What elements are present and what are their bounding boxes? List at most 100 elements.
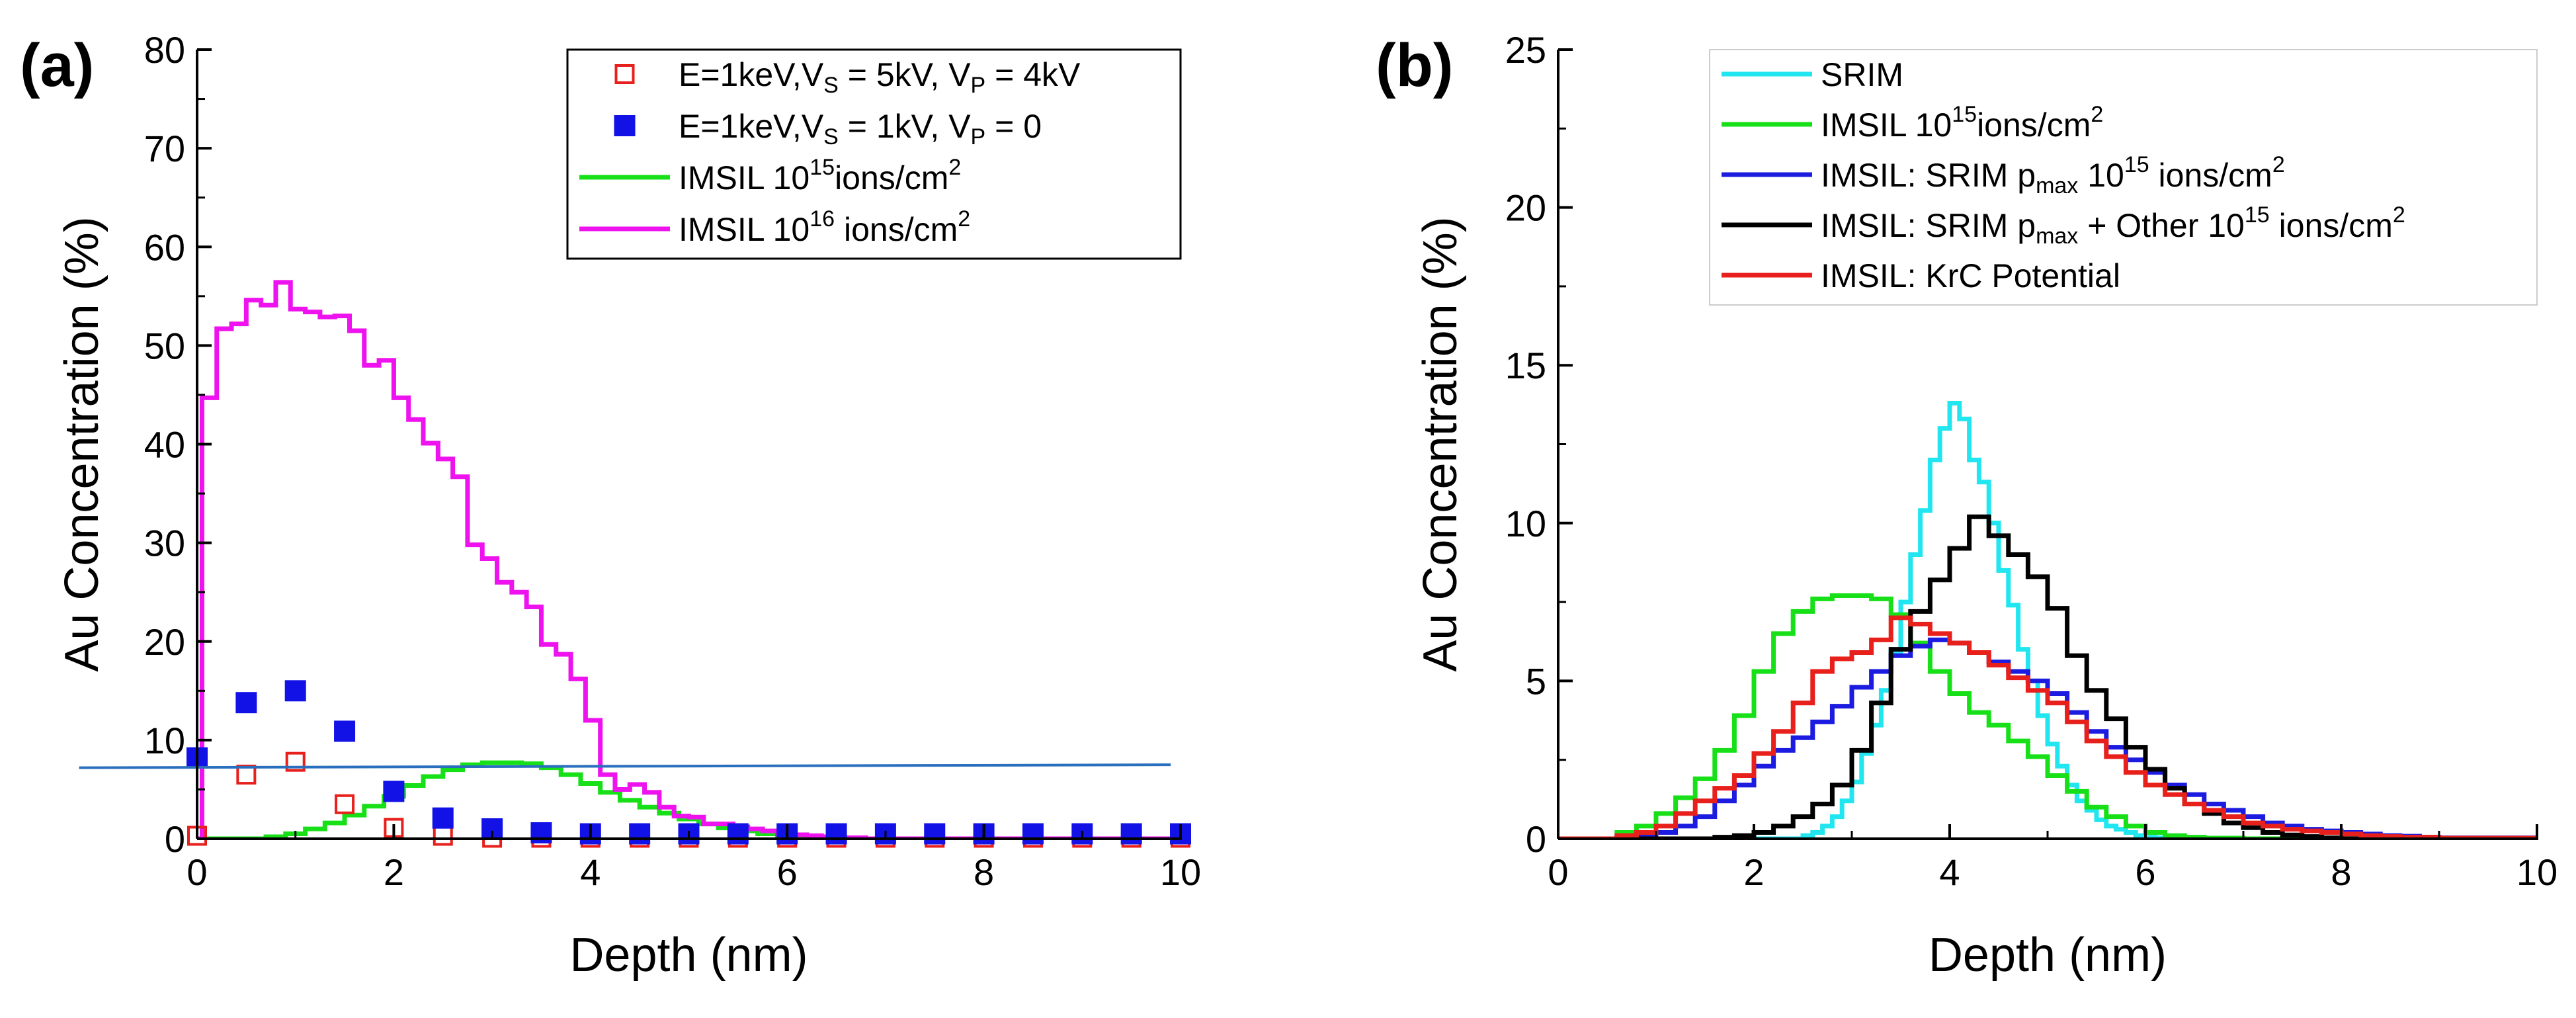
x-tick-label: 2 (384, 851, 404, 893)
legend-label-sub: S (823, 124, 839, 149)
series-2-marker (924, 823, 946, 845)
series-5-line (79, 763, 1171, 769)
legend-label-part: ions/cm (835, 159, 948, 196)
legend-label-part: 10 (2078, 157, 2124, 194)
series-4-step-line (1558, 514, 2537, 839)
series-2-marker (1120, 823, 1142, 845)
y-tick-label: 80 (144, 29, 185, 71)
x-axis-label: Depth (nm) (569, 929, 808, 982)
legend-label-sup: 2 (2272, 152, 2285, 177)
y-axis-label: Au Concentration (%) (56, 216, 108, 671)
legend-label-part: SRIM (1821, 56, 1903, 93)
panel-a: 0 2 4 6 8 10 0 10 20 30 40 50 60 70 80 Depth (nm) Au Con… (20, 29, 1201, 982)
series-2-marker (825, 823, 847, 845)
y-tick-label: 25 (1505, 29, 1546, 71)
panel-label: (b) (1376, 32, 1453, 99)
legend-label-part: IMSIL 10 (679, 159, 810, 196)
series-4-step-line (197, 280, 1181, 839)
series-1-step-line (1558, 400, 2537, 839)
y-tick-label: 20 (144, 621, 185, 663)
legend-label-part: = 5kV, V (839, 56, 971, 93)
x-tick-label: 4 (580, 851, 601, 893)
x-tick-label: 4 (1939, 851, 1960, 893)
legend-label-sub: max (2036, 173, 2078, 198)
legend-label: IMSIL: KrC Potential (1821, 257, 2120, 294)
series-2-marker (334, 720, 356, 742)
legend-label-part: ions/cm (835, 211, 958, 248)
legend-label-sup: 2 (948, 155, 961, 180)
x-tick-label: 10 (2516, 851, 2557, 893)
y-tick-label: 5 (1526, 660, 1546, 702)
legend-label-sup: 2 (2393, 202, 2405, 228)
series-2-marker (235, 692, 257, 714)
legend-label-part: + Other 10 (2078, 207, 2245, 244)
x-tick-label: 8 (2331, 851, 2351, 893)
legend-label: E=1keV,VS = 5kV, VP = 4kV (679, 56, 1081, 98)
y-tick-label: 20 (1505, 187, 1546, 229)
series-5-step-line (1558, 615, 2537, 839)
y-tick-label: 0 (1526, 818, 1546, 860)
legend-label-sub: P (971, 73, 986, 98)
y-tick-label: 50 (144, 325, 185, 366)
series-2-marker (727, 823, 749, 845)
series-1-marker (335, 794, 355, 814)
legend-marker (614, 115, 636, 136)
legend-label-part: E=1keV,V (679, 108, 824, 145)
y-tick-label: 40 (144, 424, 185, 466)
legend-label-part: E=1keV,V (679, 56, 824, 93)
x-tick-label: 0 (1548, 851, 1568, 893)
y-axis-label: Au Concentration (%) (1414, 216, 1467, 671)
legend-label-sup: 15 (2245, 202, 2270, 228)
series-2-marker (1022, 823, 1044, 845)
legend-label-sup: 15 (1952, 102, 1977, 127)
y-tick-label: 10 (1505, 503, 1546, 544)
legend-label-part: IMSIL 10 (1821, 106, 1952, 144)
legend-label-part: = 0 (985, 108, 1042, 145)
series-2-marker (284, 680, 306, 702)
series-group (1558, 400, 2537, 839)
series-2-marker (383, 781, 405, 802)
legend-box (1709, 49, 2538, 306)
x-tick-label: 0 (187, 851, 207, 893)
legend-box (566, 48, 1182, 260)
legend-label-sub: P (971, 124, 986, 149)
x-tick-label: 2 (1743, 851, 1764, 893)
legend-label: IMSIL: SRIM pmax 1015 ions/cm2 (1821, 152, 2285, 198)
y-tick-label: 30 (144, 523, 185, 564)
legend-label-sup: 15 (2124, 152, 2149, 177)
y-tick-label: 0 (165, 818, 185, 860)
legend-label-sup: 2 (958, 206, 970, 232)
x-tick-label: 6 (777, 851, 798, 893)
series-2-marker (432, 807, 454, 829)
legend-label-part: = 1kV, V (839, 108, 971, 145)
legend-label-sup: 16 (810, 206, 835, 232)
legend-label-sub: max (2036, 224, 2078, 249)
legend-label-sup: 15 (810, 155, 835, 180)
legend-label-part: IMSIL: SRIM p (1821, 157, 2036, 194)
legend-label: IMSIL 1015ions/cm2 (679, 155, 961, 196)
legend-label-sub: S (823, 73, 839, 98)
x-tick-label: 8 (974, 851, 994, 893)
legend-label-part: ions/cm (2270, 207, 2393, 244)
y-tick-label: 70 (144, 128, 185, 169)
series-1-marker (285, 751, 306, 772)
legend-label-part: ions/cm (2149, 157, 2272, 194)
legend-label: IMSIL 1016 ions/cm2 (679, 206, 970, 248)
series-2-marker (629, 823, 651, 845)
legend-label: E=1keV,VS = 1kV, VP = 0 (679, 108, 1042, 149)
legend-label: IMSIL 1015ions/cm2 (1821, 102, 2103, 144)
legend-label: SRIM (1821, 56, 1903, 93)
series-2-marker (530, 822, 552, 844)
legend-label: IMSIL: SRIM pmax + Other 1015 ions/cm2 (1821, 202, 2405, 249)
series-1-marker (433, 826, 453, 846)
legend-label-part: = 4kV (985, 56, 1081, 93)
legend-label-part: IMSIL: KrC Potential (1821, 257, 2120, 294)
x-tick-label: 10 (1160, 851, 1201, 893)
series-group (197, 280, 1181, 839)
y-tick-label: 60 (144, 226, 185, 268)
legend-label-part: IMSIL: SRIM p (1821, 207, 2036, 244)
